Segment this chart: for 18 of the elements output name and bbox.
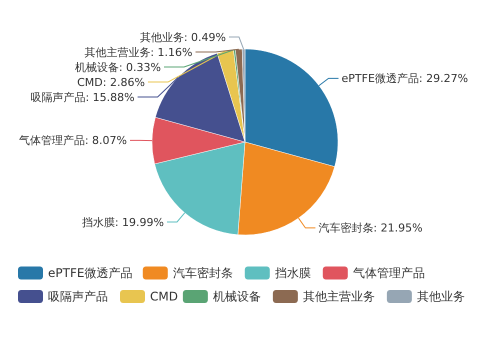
data-label: CMD: 2.86% [77,76,145,89]
legend-label: 其他主营业务 [302,290,375,304]
data-label: 其他业务: 0.49% [140,30,226,44]
legend-label: 机械设备 [212,290,261,304]
data-label: 吸隔声产品: 15.88% [30,90,135,104]
data-label: 机械设备: 0.33% [74,60,161,74]
legend-label: ePTFE微透产品 [48,266,132,280]
legend-label: 挡水膜 [274,266,311,280]
legend-label: 吸隔声产品 [48,290,108,304]
legend-label: CMD [150,290,178,304]
data-label: 汽车密封条: 21.95% [318,222,423,235]
data-label: 气体管理产品: 8.07% [18,134,128,148]
data-label: ePTFE微透产品: 29.27% [342,72,468,86]
data-label: 其他主营业务: 1.16% [84,46,193,59]
legend-label: 气体管理产品 [352,266,425,280]
data-label: 挡水膜: 19.99% [82,216,164,229]
legend-label: 汽车密封条 [172,266,233,280]
legend-label: 其他业务 [416,290,465,304]
